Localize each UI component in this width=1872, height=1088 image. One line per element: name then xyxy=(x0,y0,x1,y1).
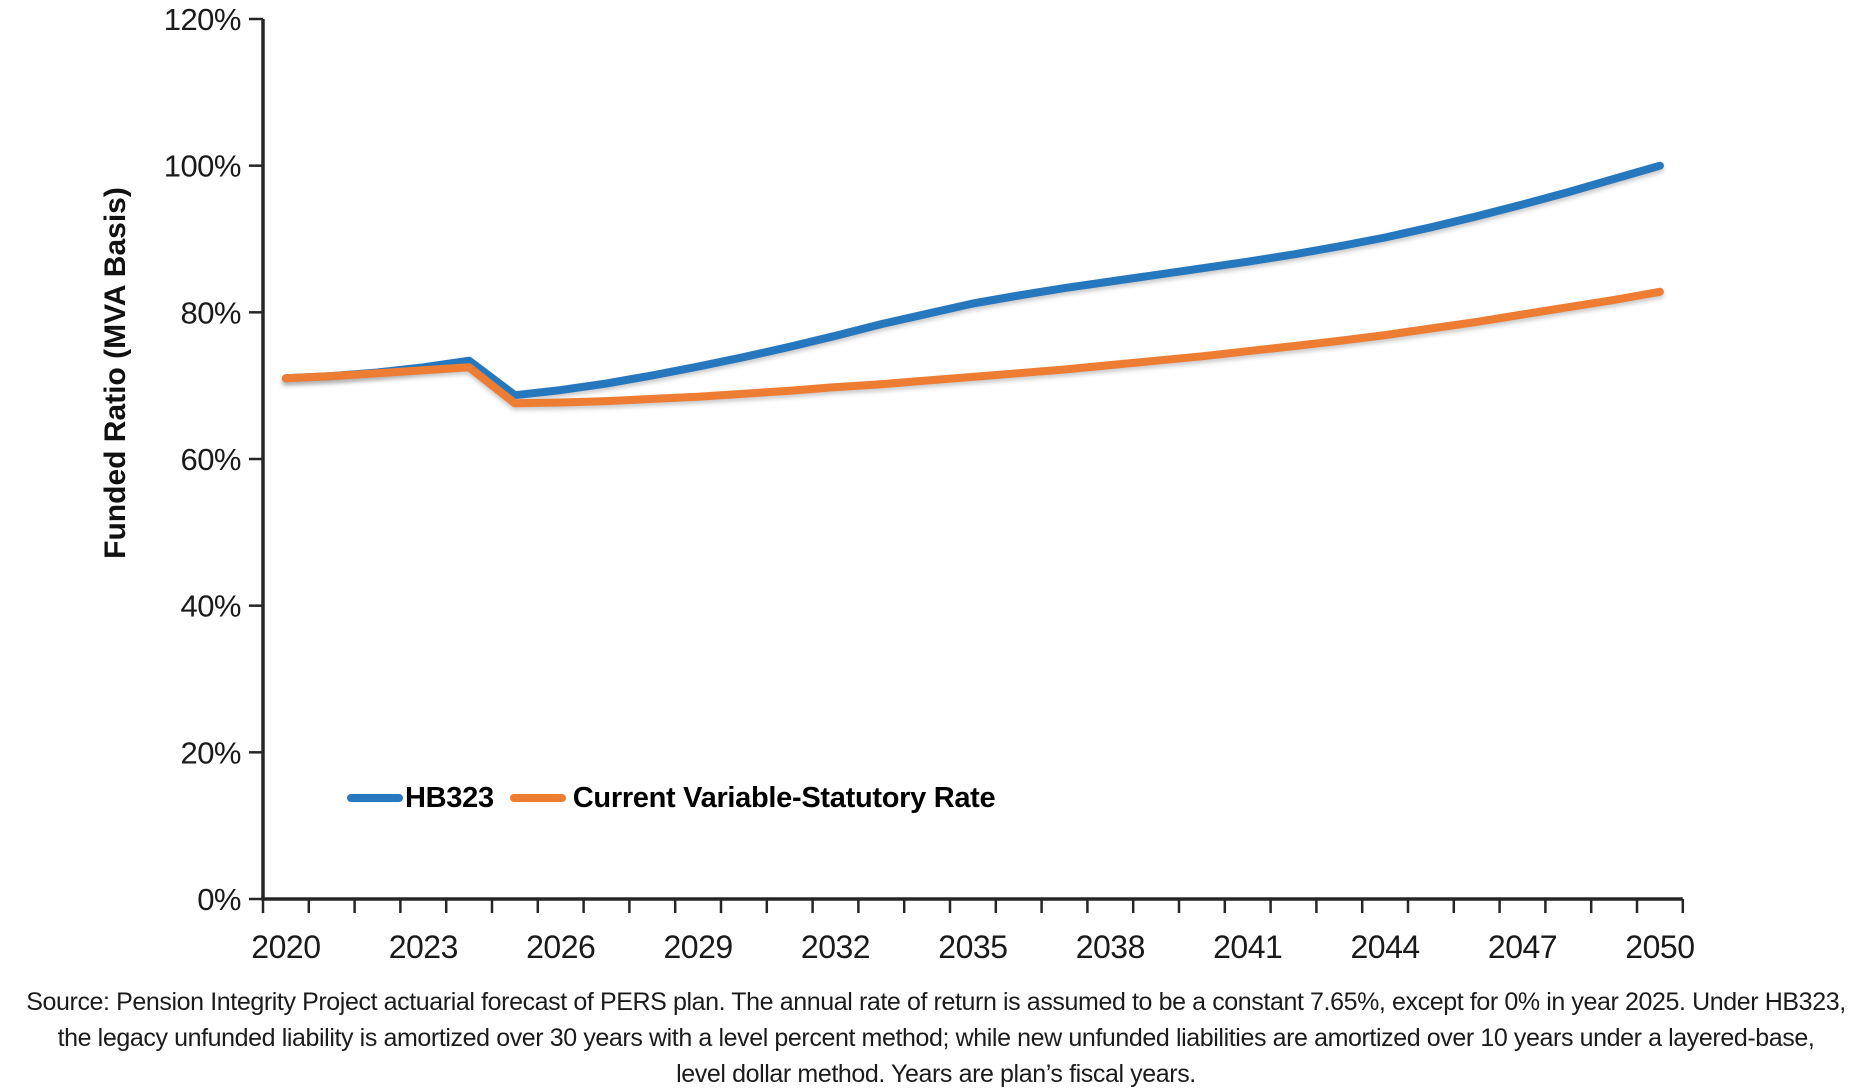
y-tick-label: 20% xyxy=(180,735,241,770)
source-note-line-1: Source: Pension Integrity Project actuar… xyxy=(26,988,1846,1016)
y-tick-label: 120% xyxy=(164,2,241,37)
source-note: Source: Pension Integrity Project actuar… xyxy=(0,984,1872,1088)
chart-legend: HB323 Current Variable-Statutory Rate xyxy=(347,779,996,817)
legend-item-current-variable-statutory-rate: Current Variable-Statutory Rate xyxy=(509,781,996,815)
series-line-hb323 xyxy=(281,161,1664,400)
x-tick-label: 2035 xyxy=(938,929,1007,965)
y-tick-label: 80% xyxy=(180,295,241,330)
legend-label-hb323: HB323 xyxy=(405,781,494,814)
x-tick-label: 2041 xyxy=(1213,929,1282,965)
x-tick-label: 2026 xyxy=(526,929,595,965)
y-tick-label: 60% xyxy=(180,442,241,477)
x-tick-label: 2044 xyxy=(1351,929,1420,965)
legend-line-swatch-current-variable-statutory-rate xyxy=(509,794,566,802)
source-note-line-3: level dollar method. Years are plan’s fi… xyxy=(676,1060,1196,1088)
x-tick-label: 2047 xyxy=(1488,929,1557,965)
legend-item-hb323: HB323 xyxy=(347,782,494,815)
y-tick-label: 0% xyxy=(197,882,241,917)
legend-label-current-variable-statutory-rate: Current Variable-Statutory Rate xyxy=(572,781,996,814)
y-tick-label: 40% xyxy=(180,589,241,624)
source-note-line-2: the legacy unfunded liability is amortiz… xyxy=(57,1024,1815,1052)
x-tick-label: 2029 xyxy=(664,929,733,965)
x-tick-label: 2050 xyxy=(1625,929,1694,965)
line-chart-plot: 0% 20% 40% 60% 80% 100% 120% 2020 2023 2026 2029 20… xyxy=(164,2,1695,965)
legend-line-swatch-hb323 xyxy=(347,794,403,802)
x-tick-label: 2023 xyxy=(389,929,458,965)
x-tick-label: 2032 xyxy=(801,929,870,965)
y-tick-label: 100% xyxy=(164,149,241,184)
x-tick-label: 2038 xyxy=(1076,929,1145,965)
x-tick-label: 2020 xyxy=(251,929,320,965)
series-line-current-variable-statutory-rate xyxy=(281,287,1664,408)
